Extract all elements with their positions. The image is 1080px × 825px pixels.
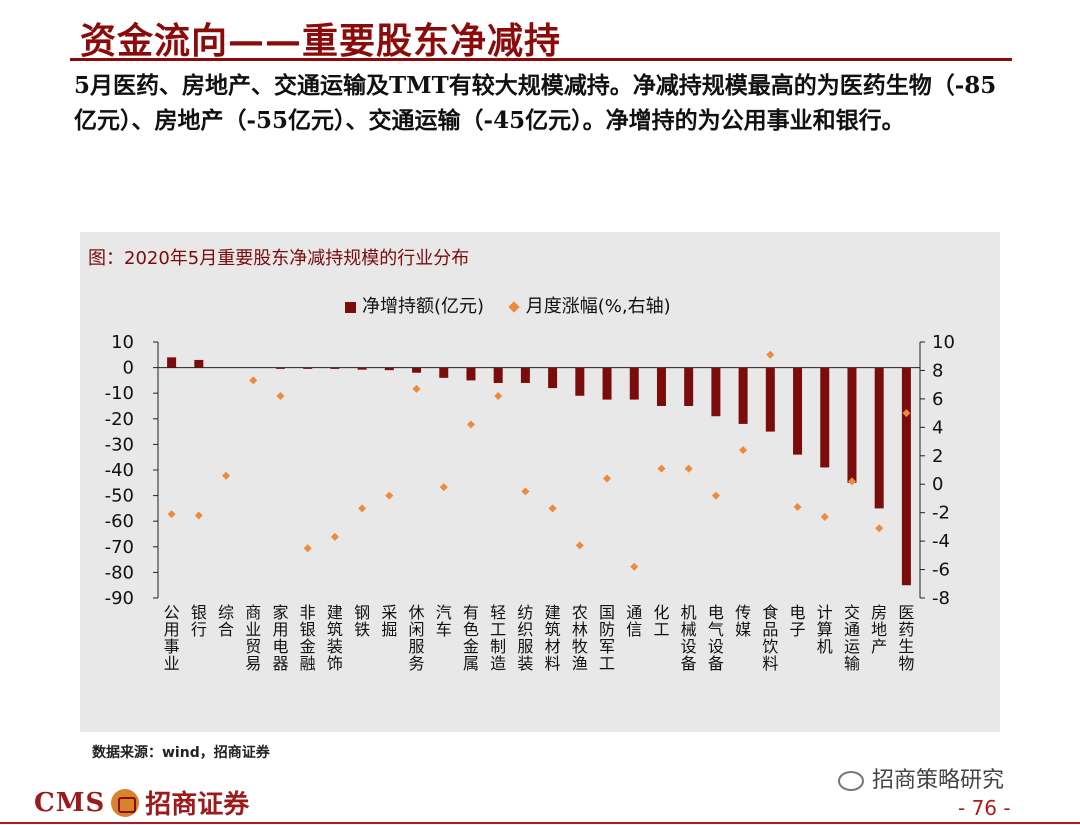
legend-marker-swatch [508,301,520,313]
company-logo: CMS 招商证券 [34,784,249,824]
wechat-icon [838,771,864,791]
title-underline [70,58,1012,61]
chart-legend: 净增持额(亿元) 月度涨幅(%,右轴) [345,292,691,318]
legend-label-markers: 月度涨幅(%,右轴) [525,296,671,317]
watermark-text: 招商策略研究 [872,768,1005,793]
logo-cn-text: 招商证券 [145,790,250,820]
page-number: - 76 - [958,796,1011,820]
logo-badge-icon [111,788,140,817]
data-source: 数据来源：wind，招商证券 [92,745,270,761]
legend-label-bars: 净增持额(亿元) [362,296,485,317]
chart-title: 图：2020年5月重要股东净减持规模的行业分布 [88,248,470,269]
legend-item-bars: 净增持额(亿元) [345,292,484,318]
title-bar: 资金流向——重要股东净减持 [70,8,1070,62]
wechat-watermark: 招商策略研究 [838,762,1004,794]
footer-line [0,822,1080,824]
summary-text: 5月医药、房地产、交通运输及TMT有较大规模减持。净减持规模最高的为医药生物（-… [74,72,997,134]
page-title: 资金流向——重要股东净减持 [80,20,562,62]
legend-item-markers: 月度涨幅(%,右轴) [508,292,671,318]
chart-panel [80,232,1000,732]
logo-cms-text: CMS [34,787,106,818]
legend-bar-swatch [345,301,356,313]
